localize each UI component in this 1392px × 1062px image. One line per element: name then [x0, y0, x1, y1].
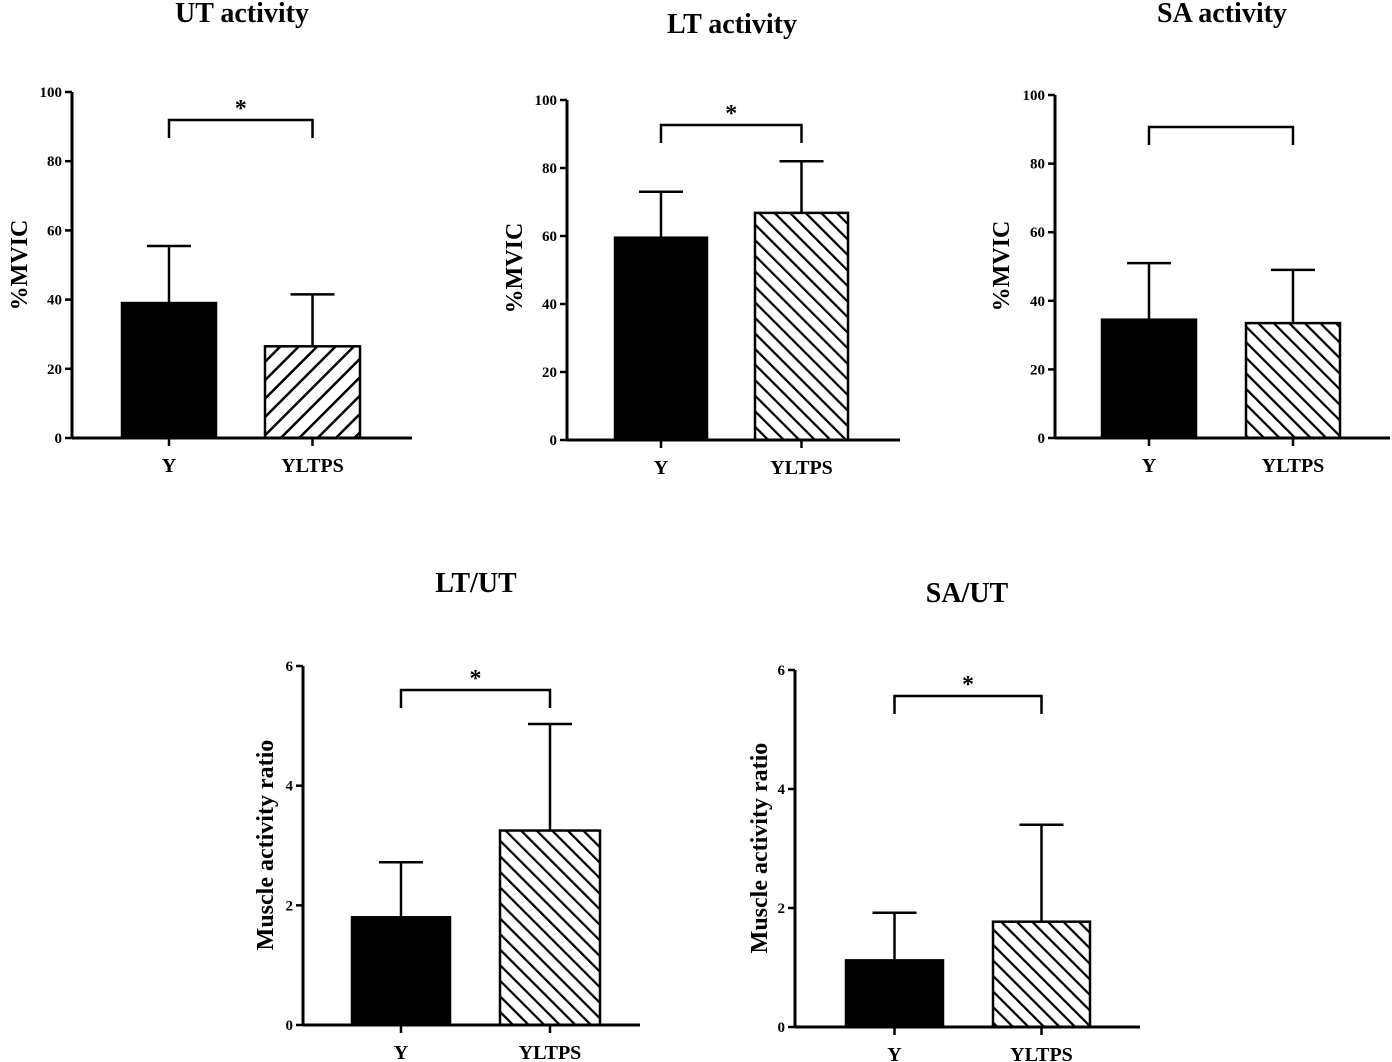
chart-panel-1: UT activity %MVIC 0 20 40 60 80 100 Y YLTPS * [7, 0, 412, 477]
x-category-label: Y [654, 457, 669, 479]
x-category-label: Y [1142, 455, 1157, 477]
chart-panel-2: LT activity %MVIC 0 20 40 60 80 100 Y YLTPS * [502, 9, 900, 479]
y-tick-label: 20 [1030, 362, 1045, 378]
significance-bracket [659, 123, 803, 143]
chart-title: SA/UT [926, 578, 1009, 609]
y-axis-label: Muscle activity ratio [747, 743, 773, 954]
x-category-label: YLTPS [1262, 455, 1325, 477]
y-tick-label: 2 [778, 901, 786, 917]
chart-panel-3: SA activity %MVIC 0 20 40 60 80 100 Y YLTPS [989, 0, 1390, 477]
y-tick-label: 20 [542, 365, 557, 381]
significance-label: * [962, 672, 974, 698]
significance-label: * [235, 96, 247, 122]
y-axis-label: Muscle activity ratio [253, 740, 279, 951]
bar-y [844, 959, 945, 1029]
bar-yltps [991, 920, 1092, 1029]
y-tick-label: 0 [286, 1018, 294, 1034]
y-tick-label: 6 [286, 659, 294, 675]
bar-yltps [263, 345, 362, 440]
x-category-label: Y [887, 1044, 902, 1062]
y-tick-label: 60 [47, 223, 62, 239]
y-tick-label: 60 [1030, 225, 1045, 241]
x-category-label: YLTPS [281, 455, 344, 477]
bar-yltps [1244, 321, 1342, 440]
x-category-label: YLTPS [770, 457, 833, 479]
y-tick-label: 40 [1030, 294, 1045, 310]
bar-yltps [498, 829, 602, 1027]
x-category-label: YLTPS [1010, 1044, 1073, 1062]
y-tick-label: 80 [47, 154, 62, 170]
chart-title: UT activity [175, 0, 309, 29]
bar-y [120, 301, 218, 440]
significance-label: * [725, 101, 737, 127]
y-tick-label: 80 [1030, 157, 1045, 173]
y-tick-label: 100 [1023, 88, 1046, 104]
bar-yltps [753, 211, 850, 442]
y-tick-label: 4 [286, 779, 294, 795]
y-tick-label: 100 [40, 85, 63, 101]
y-axis-label: %MVIC [502, 223, 528, 314]
chart-panel-4: LT/UT Muscle activity ratio 0 2 4 6 Y YLTPS * [253, 568, 640, 1062]
y-tick-label: 100 [535, 93, 558, 109]
y-tick-label: 4 [778, 782, 786, 798]
y-tick-label: 40 [47, 293, 62, 309]
y-axis-label: %MVIC [989, 221, 1015, 312]
chart-title: LT activity [667, 9, 797, 40]
significance-bracket [1147, 125, 1295, 145]
x-category-label: Y [162, 455, 177, 477]
significance-bracket [893, 694, 1043, 714]
y-tick-label: 0 [778, 1020, 786, 1036]
chart-title: SA activity [1157, 0, 1287, 29]
bar-y [350, 916, 452, 1027]
x-category-label: YLTPS [519, 1042, 582, 1062]
significance-label: * [470, 666, 482, 692]
y-tick-label: 80 [542, 161, 557, 177]
y-tick-label: 6 [778, 663, 786, 679]
significance-bracket [167, 118, 314, 138]
x-category-label: Y [394, 1042, 409, 1062]
significance-bracket [399, 688, 552, 708]
y-tick-label: 40 [542, 297, 557, 313]
y-tick-label: 0 [55, 431, 63, 447]
bar-y [613, 236, 709, 442]
chart-title: LT/UT [435, 568, 517, 599]
y-tick-label: 2 [286, 898, 294, 914]
y-tick-label: 0 [550, 433, 558, 449]
bar-y [1100, 318, 1198, 440]
y-axis-label: %MVIC [7, 220, 33, 311]
y-tick-label: 60 [542, 229, 557, 245]
y-tick-label: 20 [47, 362, 62, 378]
y-tick-label: 0 [1038, 431, 1046, 447]
chart-panel-5: SA/UT Muscle activity ratio 0 2 4 6 Y YLTPS * [747, 578, 1140, 1062]
